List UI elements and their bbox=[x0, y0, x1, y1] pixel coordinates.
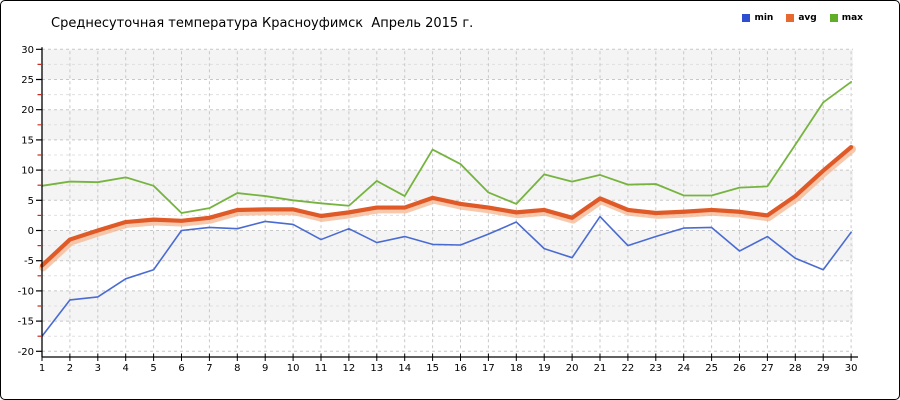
x-tick-label: 12 bbox=[343, 363, 356, 374]
series-max bbox=[41, 81, 852, 214]
legend-item-max: max bbox=[829, 13, 863, 23]
y-tick-label: -20 bbox=[18, 347, 34, 358]
background-band bbox=[42, 49, 853, 80]
background-band bbox=[42, 290, 853, 322]
x-tick-label: 24 bbox=[677, 363, 690, 374]
x-tick-label: 15 bbox=[426, 363, 439, 374]
x-tick-label: 21 bbox=[594, 363, 607, 374]
y-tick-label: 10 bbox=[21, 166, 34, 177]
legend-swatch-avg bbox=[786, 14, 795, 22]
background-band bbox=[42, 109, 853, 140]
x-tick-label: 9 bbox=[262, 363, 268, 374]
y-tick-label: -5 bbox=[24, 256, 34, 267]
x-tick-label: 20 bbox=[566, 363, 579, 374]
series-avg bbox=[39, 145, 856, 272]
y-tick-label: 25 bbox=[21, 75, 34, 86]
y-tick-label: -15 bbox=[18, 317, 34, 328]
x-tick-label: 7 bbox=[206, 363, 212, 374]
y-tick-label: 0 bbox=[28, 226, 34, 237]
x-tick-label: 17 bbox=[482, 363, 495, 374]
x-tick-label: 16 bbox=[454, 363, 467, 374]
x-tick-label: 26 bbox=[733, 363, 746, 374]
background-band bbox=[42, 170, 853, 201]
legend-label: max bbox=[841, 13, 863, 23]
x-tick-label: 6 bbox=[178, 363, 184, 374]
x-tick-label: 23 bbox=[649, 363, 662, 374]
x-tick-label: 2 bbox=[67, 363, 73, 374]
series-min bbox=[41, 215, 852, 338]
x-tick-label: 27 bbox=[761, 363, 774, 374]
x-tick-label: 29 bbox=[817, 363, 830, 374]
x-tick-label: 22 bbox=[622, 363, 635, 374]
x-tick-label: 8 bbox=[234, 363, 240, 374]
x-tick-label: 14 bbox=[398, 363, 411, 374]
x-tick-label: 11 bbox=[315, 363, 328, 374]
legend-swatch-min bbox=[742, 14, 751, 22]
legend: min avg max bbox=[742, 13, 863, 23]
x-tick-label: 28 bbox=[789, 363, 802, 374]
chart-title: Среднесуточная температура Красноуфимск … bbox=[51, 16, 474, 31]
legend-label: avg bbox=[798, 13, 817, 23]
x-tick-label: 19 bbox=[538, 363, 551, 374]
x-tick-label: 1 bbox=[39, 363, 45, 374]
y-tick-label: 30 bbox=[21, 45, 34, 56]
y-tick-label: 15 bbox=[21, 135, 34, 146]
x-tick-label: 18 bbox=[510, 363, 523, 374]
x-tick-label: 3 bbox=[95, 363, 101, 374]
y-tick-label: -10 bbox=[18, 286, 34, 297]
x-axis-ticks: 1 2 3 4 5 6 7 8 9 10 11 12 13 14 15 16 17 18 19 20 21 22 23 24 2… bbox=[39, 353, 858, 374]
legend-item-avg: avg bbox=[786, 13, 817, 23]
legend-swatch-max bbox=[829, 14, 838, 22]
x-tick-label: 10 bbox=[287, 363, 300, 374]
x-tick-label: 5 bbox=[150, 363, 156, 374]
x-tick-label: 30 bbox=[845, 363, 858, 374]
y-axis-ticks: -20 -15 -10 -5 0 5 10 15 20 25 30 bbox=[18, 45, 42, 358]
x-tick-label: 13 bbox=[370, 363, 383, 374]
legend-label: min bbox=[754, 13, 774, 23]
x-tick-label: 25 bbox=[705, 363, 718, 374]
y-tick-label: 5 bbox=[28, 196, 34, 207]
legend-item-min: min bbox=[742, 13, 773, 23]
y-tick-label: 20 bbox=[21, 105, 34, 116]
axes bbox=[41, 47, 858, 358]
x-tick-label: 4 bbox=[123, 363, 129, 374]
